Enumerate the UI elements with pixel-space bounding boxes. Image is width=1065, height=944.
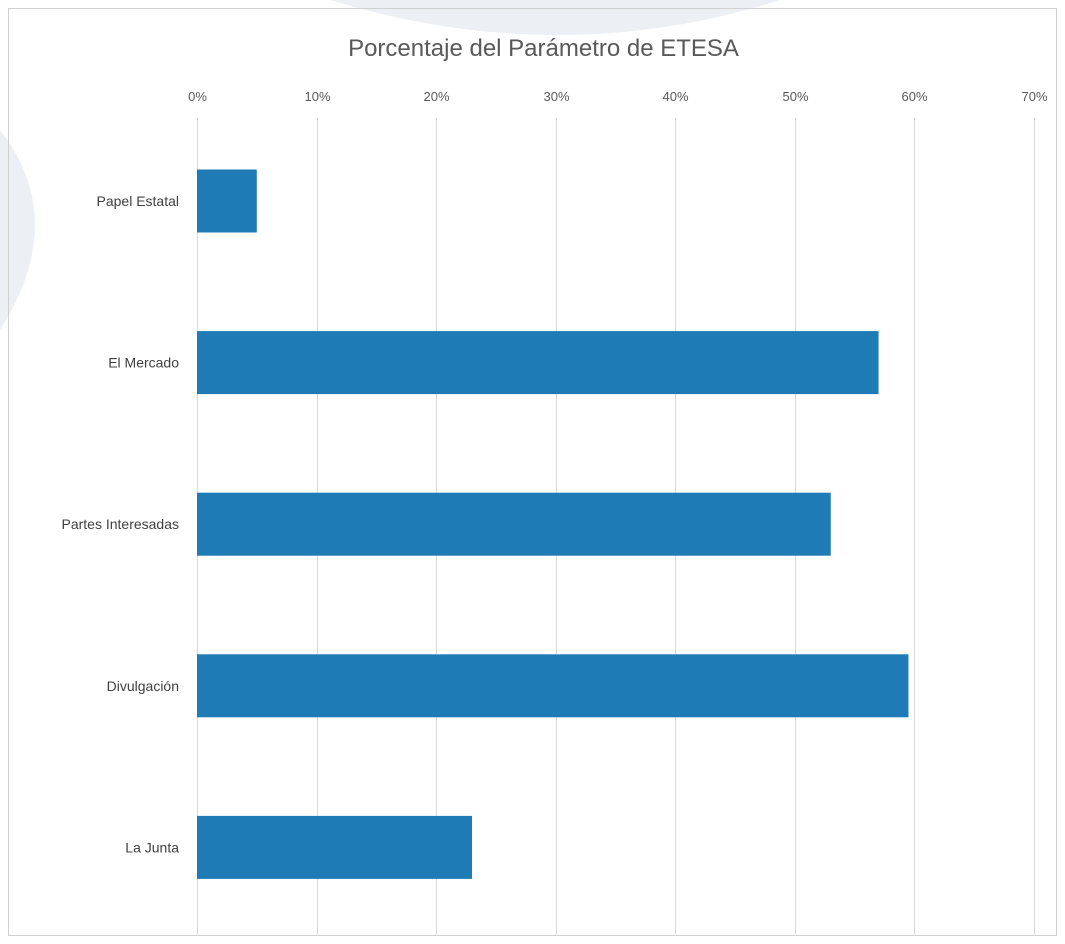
x-tick-label: 30% [543,89,569,104]
x-tick-label: 70% [1021,89,1047,104]
category-labels: Papel Estatal El Mercado Partes Interesada… [61,193,179,855]
bar [197,815,473,879]
category-label: El Mercado [108,355,179,371]
x-axis-tick-labels: 0% 10% 20% 30% 40% 50% 60% 70% [188,89,1048,104]
bar [197,169,257,233]
category-label: Papel Estatal [97,193,180,209]
watermark-arc [0,130,35,330]
category-label: Divulgación [107,678,179,694]
category-label: Partes Interesadas [61,516,179,532]
bar [197,654,909,718]
bar [197,331,879,395]
x-tick-label: 50% [782,89,808,104]
x-tick-label: 10% [304,89,330,104]
x-tick-label: 60% [901,89,927,104]
x-tick-label: 20% [423,89,449,104]
category-label: La Junta [125,839,179,855]
watermark-arc [330,0,780,35]
x-tick-label: 40% [662,89,688,104]
x-tick-label: 0% [188,89,207,104]
chart-border [8,8,1057,936]
chart-title: Porcentaje del Parámetro de ETESA [348,35,739,62]
bars [197,169,909,879]
bar [197,492,831,556]
